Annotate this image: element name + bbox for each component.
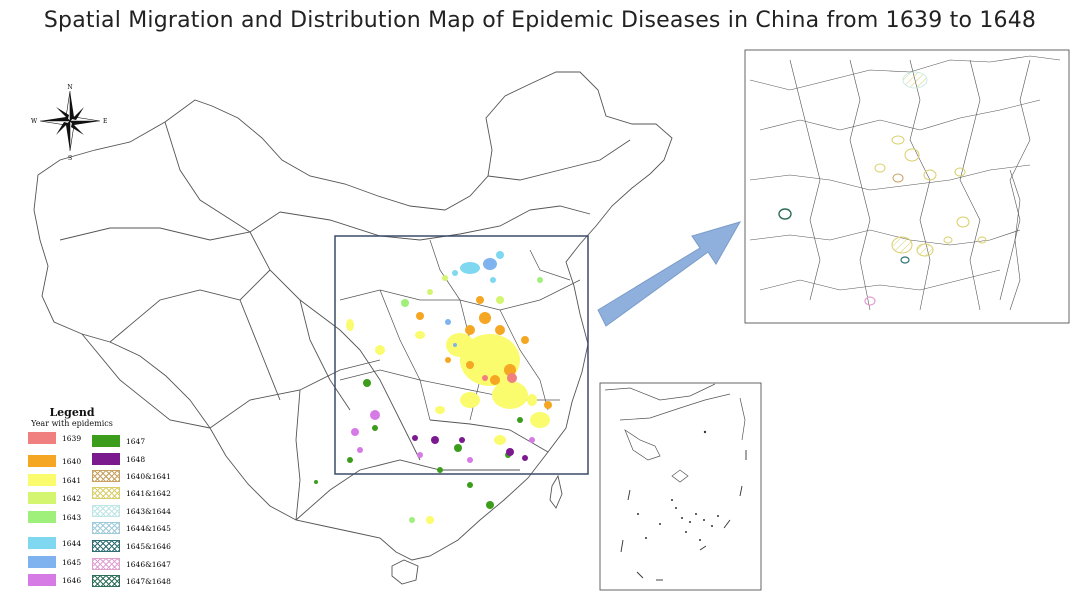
legend-swatch bbox=[28, 574, 56, 586]
legend-item: 1639 bbox=[28, 432, 81, 444]
legend-item-label: 1641 bbox=[62, 475, 82, 485]
legend-item: 1641 bbox=[28, 474, 81, 486]
legend-swatch bbox=[92, 558, 120, 570]
legend-swatch bbox=[28, 474, 56, 486]
legend-item-label: 1639 bbox=[62, 433, 82, 443]
legend-swatch bbox=[28, 432, 56, 444]
legend-item: 1643 bbox=[28, 511, 81, 523]
compass-s: S bbox=[68, 155, 72, 162]
legend-item-label: 1641&1642 bbox=[126, 488, 171, 498]
legend-swatch bbox=[92, 505, 120, 517]
legend-item-label: 1644 bbox=[62, 538, 82, 548]
legend-swatch bbox=[92, 522, 120, 534]
legend-item: 1646 bbox=[28, 574, 81, 586]
south-china-sea-inset bbox=[599, 382, 762, 591]
legend-item: 1641&1642 bbox=[92, 487, 171, 499]
legend-item-label: 1642 bbox=[62, 493, 82, 503]
legend-item: 1642 bbox=[28, 492, 81, 504]
legend-swatch bbox=[92, 575, 120, 587]
legend-item-label: 1640&1641 bbox=[126, 471, 171, 481]
compass-n: N bbox=[67, 84, 72, 91]
legend-item-label: 1646 bbox=[62, 575, 82, 585]
zoom-arrow bbox=[597, 221, 742, 327]
legend-item-label: 1647&1648 bbox=[126, 576, 171, 586]
legend-item: 1644&1645 bbox=[92, 522, 171, 534]
compass-w: W bbox=[31, 118, 38, 125]
legend-item: 1645 bbox=[28, 556, 81, 568]
legend-item: 1640&1641 bbox=[92, 470, 171, 482]
legend-swatch bbox=[92, 453, 120, 465]
legend-item-label: 1648 bbox=[126, 454, 146, 464]
dash-line bbox=[620, 450, 747, 581]
legend-swatch bbox=[92, 540, 120, 552]
compass-icon: N S E W bbox=[31, 84, 107, 162]
legend-item: 1644 bbox=[28, 537, 81, 549]
legend-item: 1647 bbox=[92, 435, 145, 447]
legend-swatch bbox=[28, 537, 56, 549]
legend-item-label: 1646&1647 bbox=[126, 559, 171, 569]
compass-e: E bbox=[103, 118, 107, 125]
legend-item-label: 1645 bbox=[62, 557, 82, 567]
legend-swatch bbox=[28, 455, 56, 467]
legend-item-label: 1643 bbox=[62, 512, 82, 522]
epidemic-patches bbox=[314, 251, 552, 524]
legend-item-label: 1644&1645 bbox=[126, 523, 171, 533]
china-outline bbox=[33, 71, 673, 585]
legend-item-label: 1645&1646 bbox=[126, 541, 171, 551]
island-dots bbox=[637, 430, 719, 541]
legend-subtitle: Year with epidemics bbox=[31, 419, 113, 428]
frame-boundaries bbox=[339, 239, 581, 421]
legend-swatch bbox=[92, 435, 120, 447]
legend-item-label: 1647 bbox=[126, 436, 146, 446]
legend-swatch bbox=[28, 492, 56, 504]
legend-item: 1645&1646 bbox=[92, 540, 171, 552]
legend-item: 1648 bbox=[92, 453, 145, 465]
legend-swatch bbox=[28, 556, 56, 568]
legend: Legend Year with epidemics bbox=[26, 406, 196, 432]
legend-swatch bbox=[92, 487, 120, 499]
legend-item: 1640 bbox=[28, 455, 81, 467]
study-area-frame bbox=[334, 235, 589, 475]
legend-item: 1647&1648 bbox=[92, 575, 171, 587]
detail-inset bbox=[744, 49, 1070, 324]
map-title: Spatial Migration and Distribution Map o… bbox=[43, 8, 1037, 33]
legend-swatch bbox=[28, 511, 56, 523]
legend-swatch bbox=[92, 470, 120, 482]
legend-item-label: 1643&1644 bbox=[126, 506, 171, 516]
legend-item: 1643&1644 bbox=[92, 505, 171, 517]
legend-item: 1646&1647 bbox=[92, 558, 171, 570]
legend-item-label: 1640 bbox=[62, 456, 82, 466]
legend-title: Legend bbox=[49, 406, 95, 419]
